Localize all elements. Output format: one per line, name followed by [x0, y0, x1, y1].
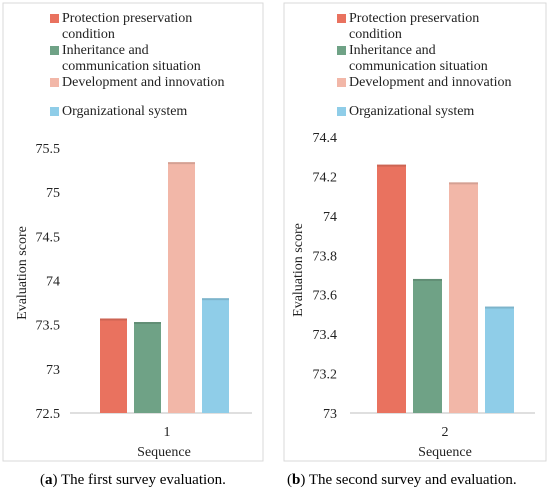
caption-b-letter: b [292, 472, 301, 488]
bar-top-edge-a-development [168, 162, 195, 165]
y-tick-label-b: 73.8 [313, 249, 338, 264]
legend-a-swatch-development [50, 78, 59, 87]
legend-a-swatch-inheritance [50, 46, 59, 55]
bar-top-edge-a-organizational [202, 298, 229, 301]
bar-top-edge-a-inheritance [134, 322, 161, 325]
y-tick-label-a: 73 [46, 363, 60, 378]
panel-b: Protection preservation condition Inherit… [283, 2, 547, 462]
legend-b-swatch-development [337, 78, 346, 87]
x-axis-title-a: Sequence [137, 445, 191, 460]
y-axis-title-b: Evaluation score [291, 223, 306, 317]
y-tick-label-b: 73.2 [313, 368, 338, 383]
legend-b-label-development: Development and innovation [349, 75, 512, 90]
legend-a-swatch-protection [50, 14, 59, 23]
y-tick-label-b: 74.4 [313, 131, 338, 146]
bar-b-inheritance [413, 278, 442, 413]
legend-a-label-inheritance: Inheritance and communication situation [62, 43, 201, 74]
legend-a-label-protection: Protection preservation condition [62, 11, 192, 42]
y-tick-label-b: 74 [323, 210, 337, 225]
bar-a-inheritance [134, 322, 161, 413]
plot-area-a: 72.5 73 73.5 74 74.5 75 75.5 1 [36, 142, 229, 440]
y-tick-label-b: 73.6 [313, 289, 338, 304]
legend-b-swatch-inheritance [337, 46, 346, 55]
y-tick-label-a: 74.5 [36, 230, 61, 245]
y-tick-label-a: 75 [46, 186, 60, 201]
legend-b-label-inheritance: Inheritance and communication situation [349, 43, 488, 74]
legend-b-swatch-organizational [337, 107, 346, 116]
x-axis-title-b: Sequence [418, 445, 472, 460]
legend-b-label-protection: Protection preservation condition [349, 11, 479, 42]
y-tick-label-b: 74.2 [313, 170, 338, 185]
bar-top-edge-b-protection [377, 164, 406, 167]
bar-top-edge-a-protection [100, 318, 127, 321]
panel-a: Protection preservation condition Inherit… [2, 2, 264, 462]
legend-a: Protection preservation condition Inherit… [50, 11, 225, 119]
y-tick-label-a: 74 [46, 275, 60, 290]
legend-label-line: Inheritance and [349, 43, 436, 58]
legend-label-line: communication situation [62, 59, 201, 74]
bar-b-organizational [485, 306, 514, 413]
legend-label-line: communication situation [349, 59, 488, 74]
x-category-label-a: 1 [164, 425, 171, 440]
legend-b-swatch-protection [337, 14, 346, 23]
bar-b-protection [377, 164, 406, 413]
legend-a-label-organizational: Organizational system [62, 104, 187, 119]
y-axis-title-a: Evaluation score [15, 226, 30, 320]
bar-a-organizational [202, 298, 229, 413]
legend-label-line: condition [62, 27, 115, 42]
legend-a-swatch-organizational [50, 107, 59, 116]
caption-b: (b) The second survey and evaluation. [287, 472, 517, 488]
bar-a-protection [100, 318, 127, 413]
bar-top-edge-b-development [449, 182, 478, 185]
legend-label-line: Protection preservation [62, 11, 192, 26]
y-tick-label-a: 72.5 [36, 407, 61, 422]
legend-label-line: condition [349, 27, 402, 42]
y-tick-label-b: 73.4 [313, 328, 338, 343]
x-category-label-b: 2 [442, 425, 449, 440]
bar-top-edge-b-inheritance [413, 278, 442, 281]
caption-a-text: The first survey evaluation. [57, 472, 226, 488]
legend-label-line: Protection preservation [349, 11, 479, 26]
y-tick-label-a: 73.5 [36, 319, 61, 334]
legend-a-label-development: Development and innovation [62, 75, 225, 90]
bar-b-development [449, 182, 478, 413]
caption-a-letter: a [45, 472, 53, 488]
plot-area-b: 73 73.2 73.4 73.6 73.8 74 74.2 74.4 2 [313, 131, 514, 440]
bar-a-development [168, 162, 195, 413]
legend-b: Protection preservation condition Inherit… [337, 11, 512, 119]
legend-b-label-organizational: Organizational system [349, 104, 474, 119]
y-tick-label-b: 73 [323, 407, 337, 422]
legend-label-line: Inheritance and [62, 43, 149, 58]
caption-a: (a) The first survey evaluation. [40, 472, 226, 488]
y-tick-label-a: 75.5 [36, 142, 61, 157]
caption-b-text: The second survey and evaluation. [305, 472, 517, 488]
bar-top-edge-b-organizational [485, 306, 514, 309]
